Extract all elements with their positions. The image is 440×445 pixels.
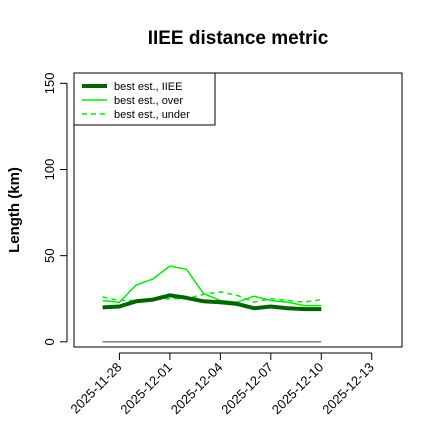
y-tick-label: 150 xyxy=(42,72,57,94)
y-tick-label: 50 xyxy=(42,248,57,262)
x-tick-label: 2025-12-07 xyxy=(218,360,276,418)
y-tick-label: 100 xyxy=(42,159,57,181)
chart-title: IIEE distance metric xyxy=(148,28,329,49)
series-line-0 xyxy=(102,293,322,312)
plot-area xyxy=(73,72,403,348)
legend-label: best est., over xyxy=(114,95,183,107)
legend: best est., IIEE best est., over best est.,… xyxy=(73,72,216,126)
x-tick-label: 2025-12-10 xyxy=(269,360,327,418)
legend-label: best est., under xyxy=(114,109,190,121)
legend-box xyxy=(73,72,216,126)
series-line-1 xyxy=(102,265,322,307)
series-layer xyxy=(102,265,322,343)
x-axis: 2025-11-282025-12-012025-12-042025-12-07… xyxy=(68,352,377,418)
legend-label: best est., IIEE xyxy=(114,81,182,93)
x-tick-label: 2025-12-13 xyxy=(319,360,377,418)
x-tick-label: 2025-12-01 xyxy=(117,360,175,418)
x-tick-label: 2025-12-04 xyxy=(168,360,226,418)
x-tick-label: 2025-11-28 xyxy=(68,360,125,417)
y-axis: 0 50 100 150 xyxy=(42,72,68,345)
y-tick-label: 0 xyxy=(42,338,57,345)
y-axis-label: Length (km) xyxy=(6,167,23,253)
